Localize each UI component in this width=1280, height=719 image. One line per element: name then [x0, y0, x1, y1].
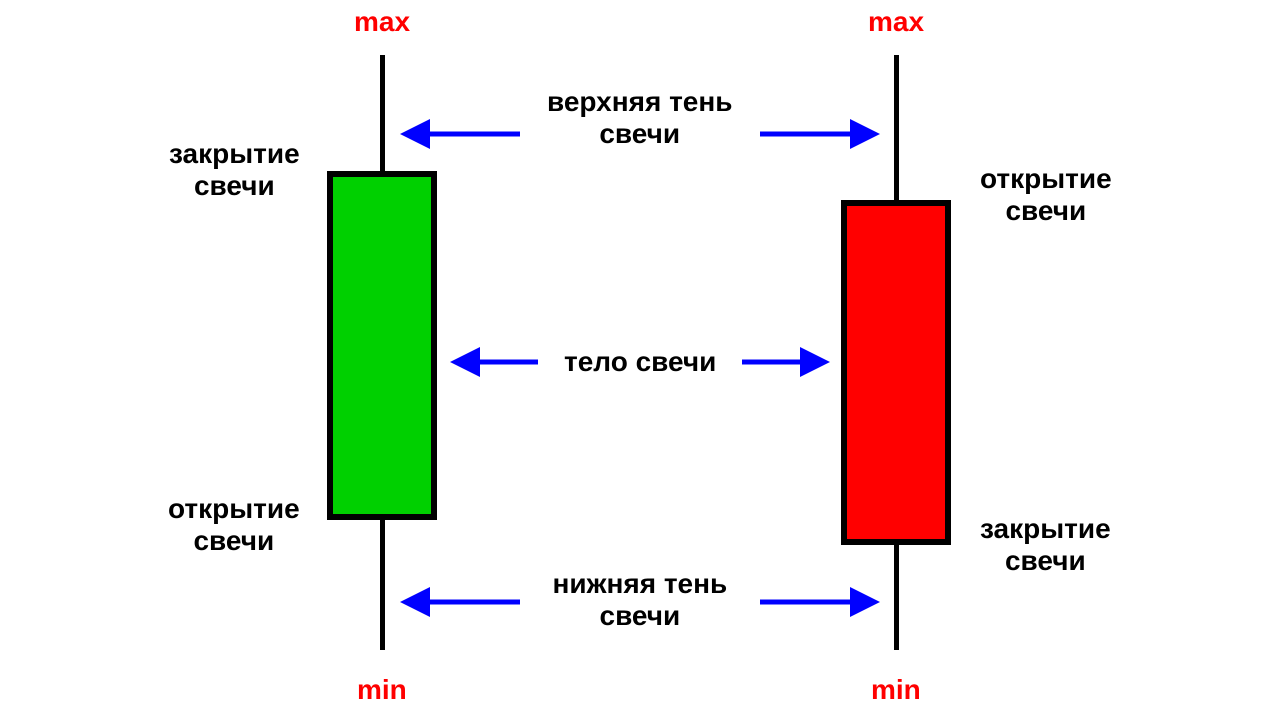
candlestick-diagram: maxminmaxminзакрытие свечиоткрытие свечи… [0, 0, 1280, 719]
arrows-layer [0, 0, 1280, 719]
